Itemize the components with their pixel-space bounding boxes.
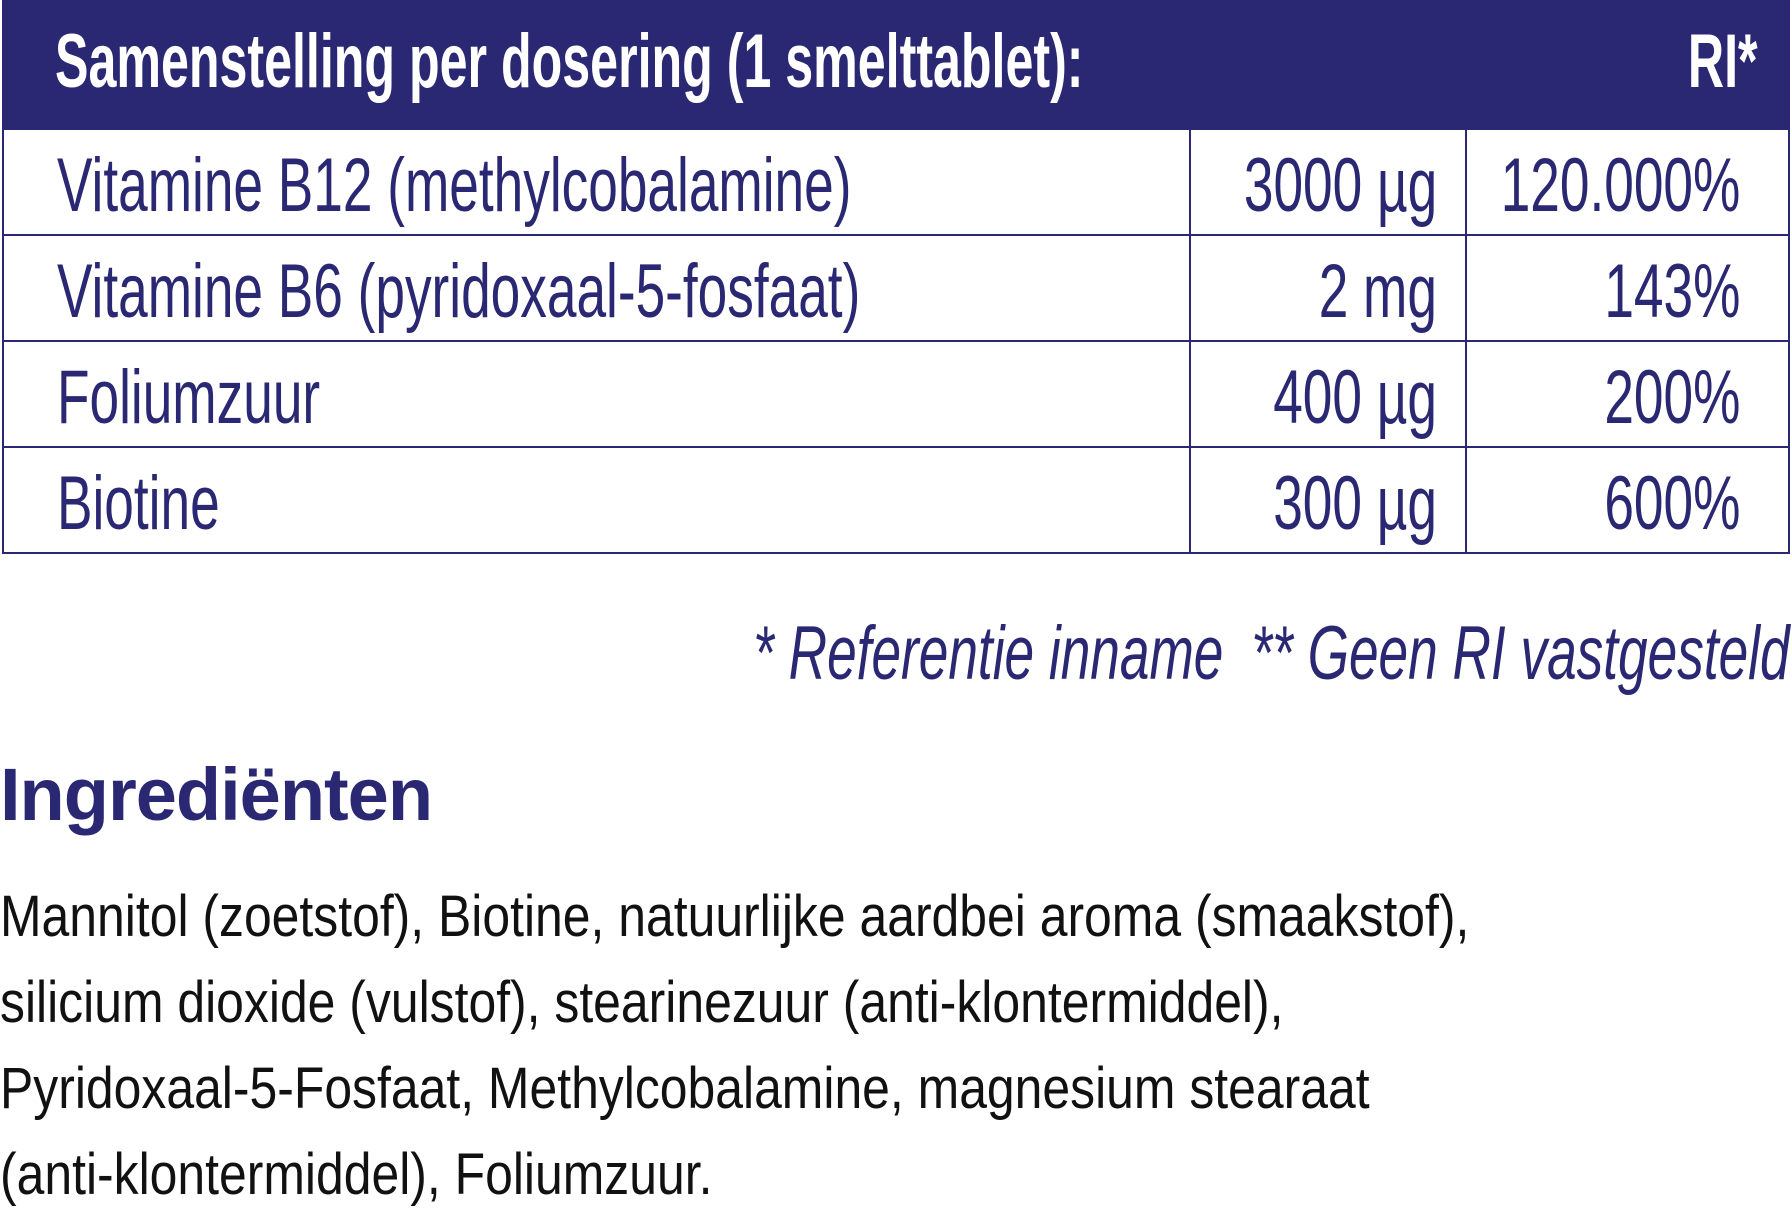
header-title: Samenstelling per dosering (1 smelttable… — [55, 19, 1084, 104]
table-header: Samenstelling per dosering (1 smelttable… — [2, 0, 1790, 130]
table-row: Vitamine B6 (pyridoxaal-5-fosfaat) 2 mg … — [2, 236, 1790, 342]
ingredients-line: (anti-klontermiddel), Foliumzuur. — [0, 1142, 713, 1207]
nutrient-name: Biotine — [57, 461, 220, 546]
nutrient-ri: 120.000% — [1500, 143, 1740, 228]
footnote: * Referentie inname ** Geen RI vastgestel… — [754, 610, 1790, 697]
header-ri: RI* — [1688, 19, 1758, 104]
nutrient-amount: 3000 µg — [1243, 143, 1437, 228]
ingredients-heading: Ingrediënten — [0, 753, 433, 836]
nutrient-ri: 143% — [1603, 249, 1740, 334]
nutrient-name: Foliumzuur — [57, 355, 321, 440]
ingredients-line: Mannitol (zoetstof), Biotine, natuurlijk… — [0, 884, 1470, 949]
footnote-no-ri: ** Geen RI vastgesteld — [1251, 611, 1790, 696]
footnote-ri: * Referentie inname — [753, 611, 1224, 696]
nutrient-amount: 2 mg — [1318, 249, 1437, 334]
nutrient-ri: 200% — [1603, 355, 1740, 440]
ingredients-line: Pyridoxaal-5-Fosfaat, Methylcobalamine, … — [0, 1056, 1370, 1121]
nutrient-ri: 600% — [1603, 461, 1740, 546]
ingredients-line: silicium dioxide (vulstof), stearinezuur… — [0, 970, 1284, 1035]
nutrient-name: Vitamine B12 (methylcobalamine) — [57, 143, 852, 228]
table-row: Biotine 300 µg 600% — [2, 448, 1790, 554]
nutrient-name: Vitamine B6 (pyridoxaal-5-fosfaat) — [57, 249, 861, 334]
nutrient-amount: 300 µg — [1273, 461, 1437, 546]
table-row: Foliumzuur 400 µg 200% — [2, 342, 1790, 448]
ingredients-text: Mannitol (zoetstof), Biotine, natuurlijk… — [0, 874, 1709, 1218]
table-row: Vitamine B12 (methylcobalamine) 3000 µg … — [2, 130, 1790, 236]
nutrient-amount: 400 µg — [1273, 355, 1437, 440]
